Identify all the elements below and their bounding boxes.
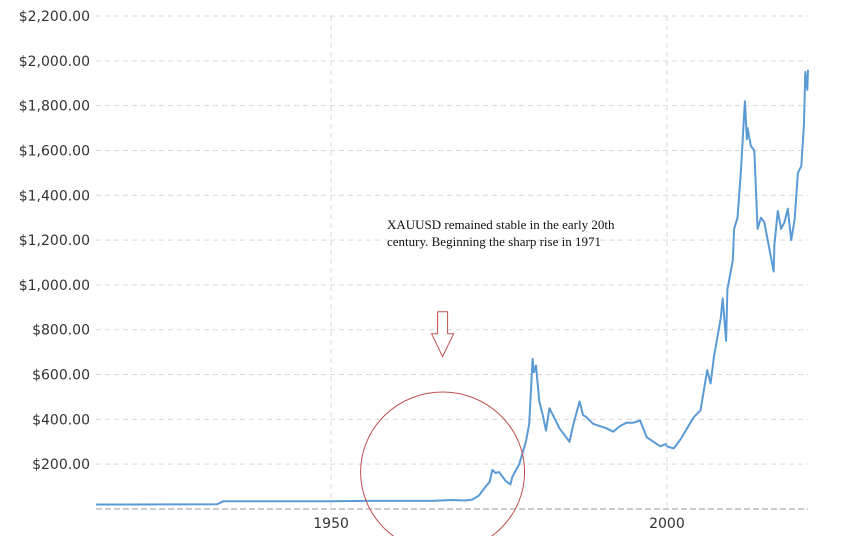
y-tick-label: $1,200.00: [19, 233, 90, 249]
grid-lines: [96, 15, 808, 509]
y-tick-label: $400.00: [32, 412, 90, 428]
x-tick-label: 2000: [649, 516, 685, 532]
y-tick-label: $1,800.00: [19, 99, 90, 115]
annotation-marks: [360, 311, 526, 536]
y-tick-label: $1,400.00: [19, 188, 90, 204]
chart-annotation: XAUUSD remained stable in the early 20th…: [387, 217, 615, 249]
down-arrow-icon: [430, 311, 455, 358]
y-tick-label: $600.00: [32, 368, 90, 384]
y-tick-label: $200.00: [32, 457, 90, 473]
highlight-circle: [360, 391, 526, 536]
price-series: [95, 69, 809, 506]
y-tick-label: $1,600.00: [19, 143, 90, 159]
y-axis: $200.00 $400.00 $600.00 $800.00 $1,000.00 $1,…: [19, 9, 90, 473]
y-tick-label: $2,200.00: [19, 9, 90, 25]
x-tick-label: 1950: [313, 516, 349, 532]
y-tick-label: $1,000.00: [19, 278, 90, 294]
y-tick-label: $800.00: [32, 323, 90, 339]
price-line: [95, 69, 809, 506]
x-axis: 1950 2000: [96, 508, 808, 532]
y-tick-label: $2,000.00: [19, 54, 90, 70]
